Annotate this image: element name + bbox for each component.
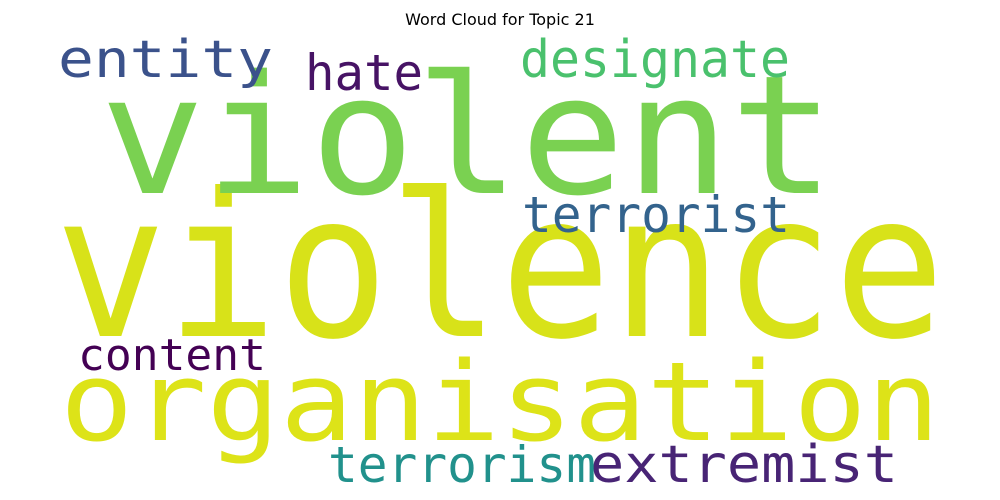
word-violent: violent	[100, 40, 835, 232]
word-violence: violence	[55, 151, 945, 384]
word-entity: entity	[58, 30, 273, 90]
word-terrorist: terrorist	[522, 186, 790, 244]
word-organisation: organisation	[60, 338, 940, 466]
chart-title: Word Cloud for Topic 21	[405, 10, 595, 29]
word-terrorism: terrorism	[328, 436, 596, 494]
word-hate: hate	[305, 44, 423, 102]
word-content: content	[78, 330, 266, 381]
word-designate: designate	[520, 30, 790, 90]
word-extremist: extremist	[590, 435, 898, 495]
